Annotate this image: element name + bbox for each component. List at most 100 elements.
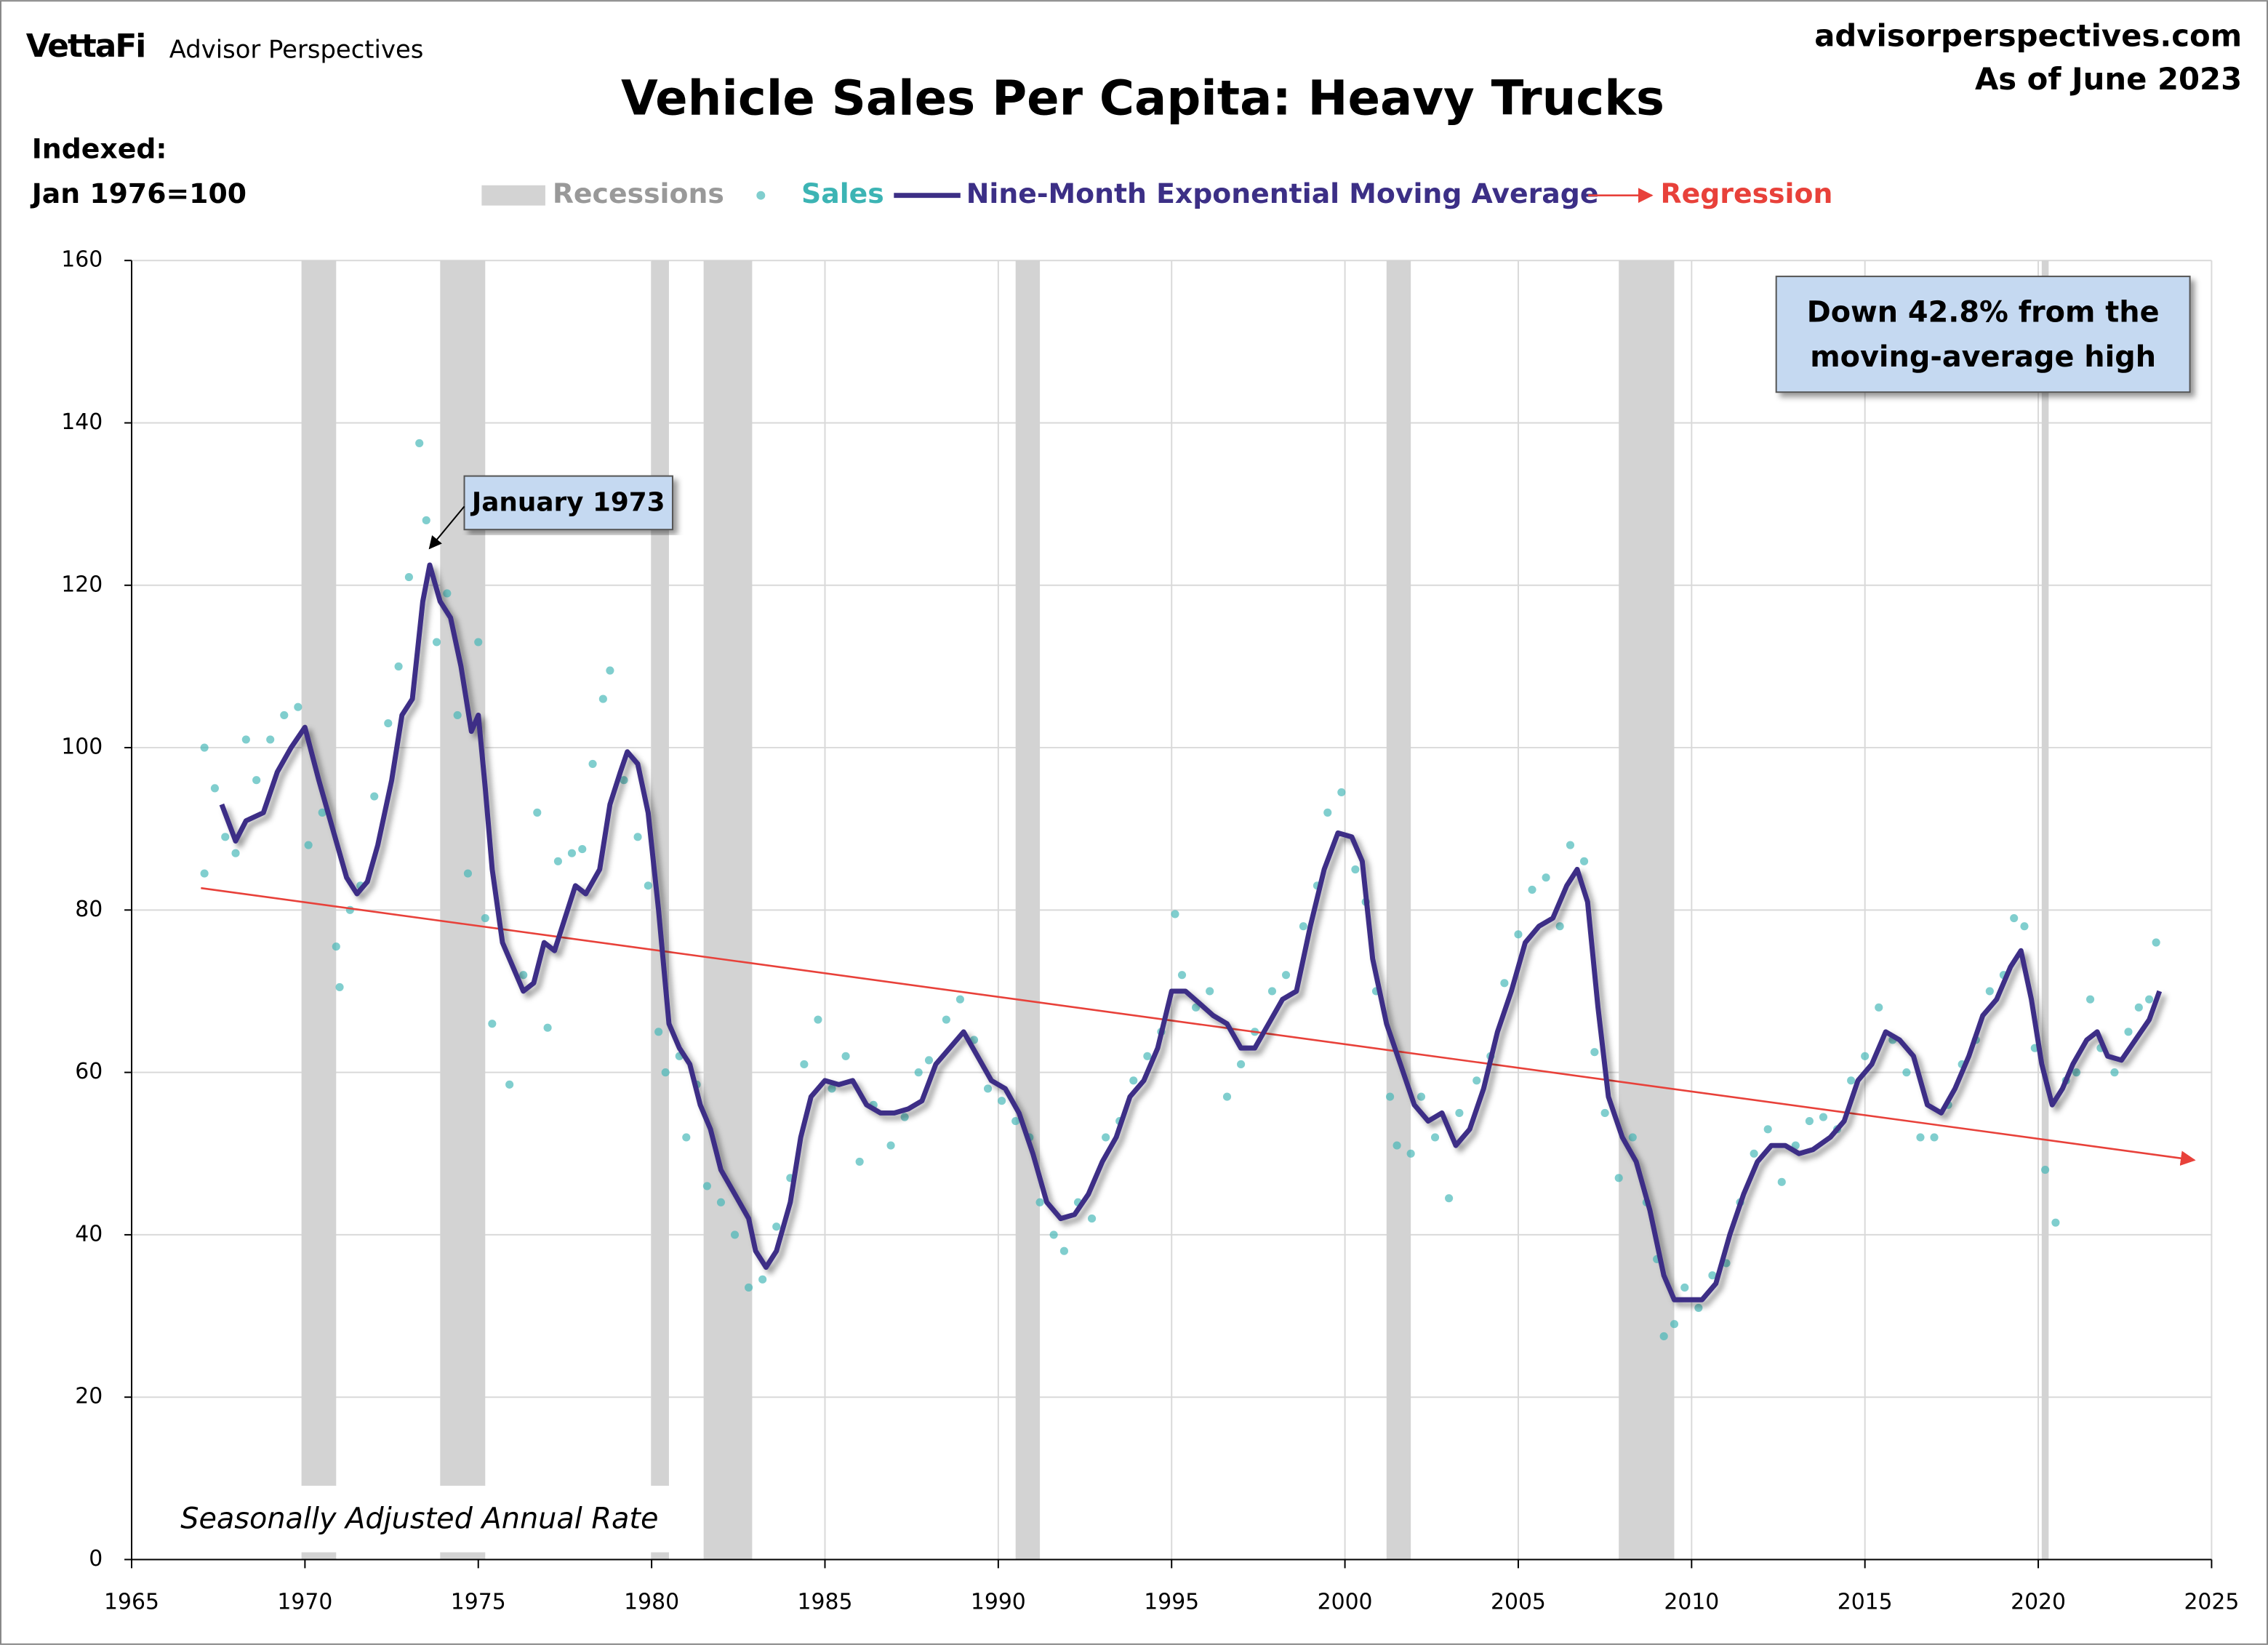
sales-point: [1430, 1133, 1440, 1142]
sales-point: [1805, 1117, 1814, 1126]
sales-point: [1708, 1271, 1717, 1280]
sales-point: [800, 1060, 809, 1069]
sales-point: [1542, 873, 1550, 882]
moving-average-line: [219, 562, 2163, 1302]
y-tick-label: 160: [61, 247, 103, 273]
sales-point: [1528, 885, 1536, 894]
sales-point: [252, 776, 261, 785]
sales-point: [578, 845, 587, 854]
legend-label: Nine-Month Exponential Moving Average: [966, 177, 1599, 209]
sales-point: [682, 1133, 691, 1142]
recession-band: [2041, 260, 2049, 1560]
y-tick-label: 120: [61, 572, 103, 597]
sales-point: [702, 1182, 711, 1190]
sales-point: [1600, 1108, 1609, 1118]
sales-point: [394, 662, 403, 671]
sales-point: [1299, 922, 1307, 931]
sales-point: [1847, 1076, 1856, 1085]
sales-point: [1670, 1320, 1679, 1329]
sales-point: [200, 743, 209, 752]
sales-point: [1049, 1230, 1058, 1239]
sales-point: [463, 869, 473, 878]
sales-point: [886, 1141, 895, 1150]
sales-point: [1351, 865, 1360, 874]
sales-point: [1777, 1177, 1786, 1186]
sales-point: [588, 759, 597, 768]
sales-point: [1659, 1332, 1668, 1341]
sales-point: [1011, 1117, 1020, 1126]
y-tick-label: 40: [75, 1221, 103, 1246]
sales-point: [241, 735, 250, 744]
sales-point: [942, 1015, 950, 1024]
legend-label: Regression: [1661, 177, 1833, 209]
note-bg: [161, 1486, 671, 1553]
brand-sub: Advisor Perspectives: [169, 35, 424, 63]
legend-swatch: [481, 185, 545, 206]
sales-point: [661, 1068, 670, 1077]
sales-point: [914, 1068, 923, 1077]
sales-point: [1192, 1003, 1201, 1012]
sales-point: [1406, 1149, 1415, 1158]
sales-point: [2145, 995, 2154, 1004]
sales-point: [422, 516, 430, 525]
sales-point: [294, 703, 302, 711]
x-tick-label: 2000: [1318, 1590, 1373, 1615]
sales-point: [488, 1020, 497, 1028]
note: Seasonally Adjusted Annual Rate: [180, 1502, 658, 1535]
recession-band: [703, 260, 753, 1560]
x-tick-label: 2005: [1491, 1590, 1546, 1615]
regression-line: [201, 886, 2196, 1166]
sales-point: [1455, 1108, 1464, 1118]
chart-title: Vehicle Sales Per Capita: Heavy Trucks: [621, 71, 1664, 126]
sales-point: [1930, 1133, 1939, 1142]
sales-point: [1385, 1092, 1395, 1101]
plot-area: 0 20 40 60 80 100 120 140 160 1965 1970 1975 1980 198…: [61, 247, 2239, 1615]
sales-point: [1417, 1092, 1426, 1101]
sales-point: [221, 833, 230, 841]
sales-point: [2085, 995, 2095, 1004]
sales-point: [1902, 1068, 1911, 1077]
sales-point: [1579, 857, 1589, 865]
brand: VettaFi: [26, 28, 145, 65]
sales-point: [1566, 841, 1575, 849]
sales-point: [924, 1056, 934, 1065]
sales-point: [543, 1023, 552, 1032]
x-tick-label: 2020: [2011, 1590, 2066, 1615]
sales-point: [745, 1283, 753, 1292]
annotation: January 1973: [470, 487, 665, 517]
sales-point: [332, 942, 340, 951]
sales-point: [481, 913, 489, 923]
sales-point: [1861, 1052, 1870, 1060]
sales-point: [519, 971, 528, 980]
recession-band: [301, 260, 337, 1560]
recession-band: [1015, 260, 1041, 1560]
sales-point: [2152, 938, 2160, 947]
sales-point: [304, 841, 313, 849]
y-tick-label: 0: [89, 1546, 103, 1572]
sales-point: [606, 666, 614, 675]
legend-label: Sales: [801, 177, 884, 209]
x-tick-label: 1985: [798, 1590, 853, 1615]
sales-point: [716, 1198, 726, 1206]
sales-point: [443, 589, 452, 598]
sales-point: [730, 1230, 740, 1239]
sales-point: [553, 857, 562, 865]
y-tick-label: 60: [75, 1059, 103, 1084]
y-axis-label: Jan 1976=100: [30, 177, 247, 209]
sales-point: [828, 1084, 836, 1093]
sales-point: [814, 1015, 822, 1024]
sales-point: [335, 982, 344, 991]
sales-point: [654, 1028, 663, 1036]
sales-point: [998, 1097, 1006, 1105]
x-tick-label: 1970: [277, 1590, 332, 1615]
callout-box: [1775, 276, 2191, 393]
x-tick-label: 1980: [624, 1590, 679, 1615]
sales-point: [404, 573, 413, 582]
sales-point: [505, 1080, 514, 1089]
callout-text: moving-average high: [1810, 340, 2156, 374]
sales-point: [1171, 910, 1179, 918]
annotation-arrow: [428, 505, 465, 550]
sales-point: [983, 1084, 993, 1093]
